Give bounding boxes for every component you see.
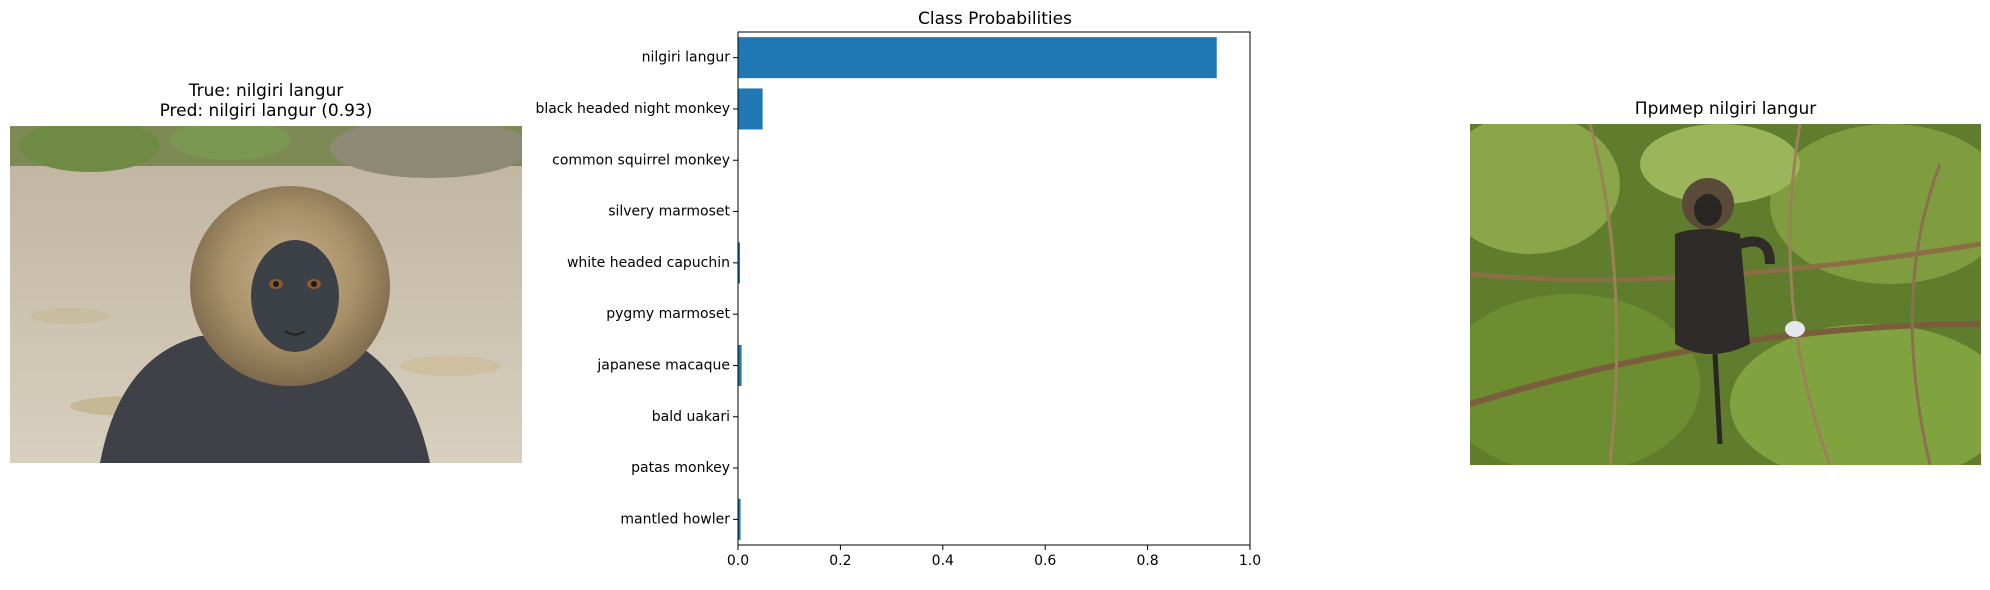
y-tick-label: common squirrel monkey [552, 152, 730, 168]
left-title-line2: Pred: nilgiri langur (0.93) [159, 101, 373, 121]
y-tick-label: japanese macaque [596, 357, 730, 373]
bar [738, 498, 741, 540]
bar [738, 242, 741, 284]
bar [738, 344, 742, 386]
x-tick-label: 0.8 [1136, 553, 1158, 569]
example-image [1470, 124, 1981, 465]
x-ticks-group: 0.0 0.2 0.4 0.6 0.8 1.0 [727, 545, 1261, 569]
axes-frame [737, 31, 1251, 546]
y-tick-label: black headed night monkey [535, 101, 730, 117]
bar [738, 37, 1217, 79]
left-title-line1: True: nilgiri langur [188, 81, 344, 101]
y-tick-label: nilgiri langur [642, 50, 731, 66]
y-tick-label: bald uakari [652, 409, 730, 425]
x-tick-label: 0.2 [829, 553, 851, 569]
y-tick-label: patas monkey [631, 460, 730, 476]
right-title: Пример nilgiri langur [1634, 99, 1817, 119]
x-tick-label: 0.0 [727, 553, 749, 569]
chart-title: Class Probabilities [918, 9, 1072, 29]
true-image [10, 126, 522, 463]
y-ticks-group: nilgiri langur black headed night monkey c… [535, 50, 738, 527]
y-tick-label: silvery marmoset [608, 204, 730, 220]
x-tick-label: 1.0 [1239, 553, 1261, 569]
y-tick-label: pygmy marmoset [606, 306, 730, 322]
x-tick-label: 0.6 [1034, 553, 1056, 569]
bar [738, 88, 763, 130]
x-tick-label: 0.4 [932, 553, 954, 569]
bars-group [738, 37, 1217, 540]
y-tick-label: white headed capuchin [567, 255, 730, 271]
y-tick-label: mantled howler [620, 511, 730, 527]
